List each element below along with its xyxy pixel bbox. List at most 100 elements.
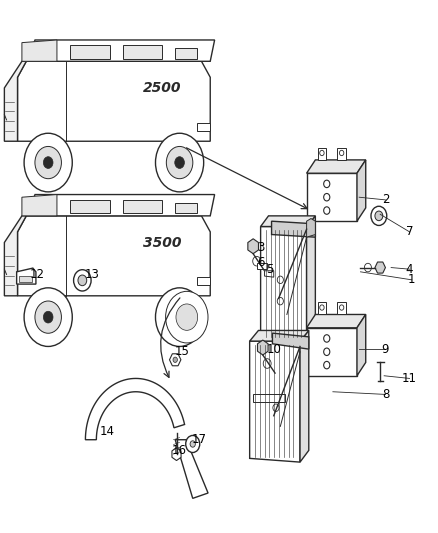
Polygon shape xyxy=(18,61,210,141)
Circle shape xyxy=(324,193,330,201)
Polygon shape xyxy=(258,340,268,355)
Polygon shape xyxy=(307,219,315,237)
Polygon shape xyxy=(265,271,274,277)
Circle shape xyxy=(253,256,261,266)
Polygon shape xyxy=(22,195,57,216)
Polygon shape xyxy=(272,333,309,349)
Text: 16: 16 xyxy=(172,444,187,457)
Bar xyxy=(253,394,285,402)
Polygon shape xyxy=(250,330,309,341)
Text: 10: 10 xyxy=(266,343,281,356)
Circle shape xyxy=(190,441,195,447)
Polygon shape xyxy=(26,40,215,61)
Polygon shape xyxy=(17,268,36,284)
Polygon shape xyxy=(307,173,357,221)
Text: 11: 11 xyxy=(402,372,417,385)
Circle shape xyxy=(277,297,283,305)
Polygon shape xyxy=(257,263,267,269)
Circle shape xyxy=(371,206,387,225)
Circle shape xyxy=(364,263,371,272)
Bar xyxy=(175,48,197,59)
Circle shape xyxy=(324,348,330,356)
Text: 8: 8 xyxy=(382,388,389,401)
Circle shape xyxy=(35,147,61,179)
Polygon shape xyxy=(307,216,315,341)
Circle shape xyxy=(43,311,53,323)
Bar xyxy=(175,203,197,213)
Polygon shape xyxy=(250,341,300,462)
Text: 3500: 3500 xyxy=(143,236,181,249)
Circle shape xyxy=(155,133,204,192)
Bar xyxy=(197,277,210,285)
Polygon shape xyxy=(85,378,184,440)
Text: 6: 6 xyxy=(257,256,265,269)
Text: 15: 15 xyxy=(174,345,189,358)
Text: 13: 13 xyxy=(85,268,99,281)
Text: 14: 14 xyxy=(100,425,115,438)
Polygon shape xyxy=(300,330,309,462)
Text: 4: 4 xyxy=(406,263,413,276)
Text: 17: 17 xyxy=(192,433,207,446)
Bar xyxy=(19,276,32,282)
Polygon shape xyxy=(357,314,366,376)
Text: 1: 1 xyxy=(408,273,416,286)
Circle shape xyxy=(175,157,184,168)
Polygon shape xyxy=(307,314,366,328)
Text: 7: 7 xyxy=(406,225,413,238)
Circle shape xyxy=(176,304,198,330)
Circle shape xyxy=(35,301,61,333)
Circle shape xyxy=(277,276,283,284)
Circle shape xyxy=(43,157,53,168)
Polygon shape xyxy=(22,40,57,61)
Circle shape xyxy=(175,311,184,323)
Polygon shape xyxy=(248,239,258,254)
Text: 12: 12 xyxy=(30,268,45,281)
Polygon shape xyxy=(357,160,366,221)
Polygon shape xyxy=(4,61,26,141)
Polygon shape xyxy=(337,148,346,160)
Circle shape xyxy=(320,305,324,310)
Bar xyxy=(70,200,110,213)
Text: 2500: 2500 xyxy=(143,81,181,95)
Polygon shape xyxy=(307,328,357,376)
Polygon shape xyxy=(172,448,181,461)
Circle shape xyxy=(24,288,72,346)
Circle shape xyxy=(186,435,200,453)
Bar xyxy=(197,123,210,131)
Polygon shape xyxy=(4,216,26,296)
Circle shape xyxy=(166,147,193,179)
Circle shape xyxy=(339,305,344,310)
Bar xyxy=(123,200,162,213)
Polygon shape xyxy=(318,302,326,314)
Circle shape xyxy=(273,404,279,411)
Circle shape xyxy=(263,359,271,368)
Polygon shape xyxy=(170,354,181,366)
Circle shape xyxy=(324,207,330,214)
Text: 3: 3 xyxy=(257,241,264,254)
Circle shape xyxy=(324,180,330,188)
Polygon shape xyxy=(318,148,326,160)
Bar xyxy=(70,45,110,59)
Polygon shape xyxy=(261,216,315,227)
Polygon shape xyxy=(307,160,366,173)
Circle shape xyxy=(375,211,383,221)
Polygon shape xyxy=(18,216,210,296)
Circle shape xyxy=(155,288,204,346)
Circle shape xyxy=(24,133,72,192)
Polygon shape xyxy=(175,440,208,498)
Circle shape xyxy=(74,270,91,291)
Text: 2: 2 xyxy=(381,193,389,206)
Text: 5: 5 xyxy=(266,263,273,276)
Polygon shape xyxy=(26,195,215,216)
Circle shape xyxy=(166,292,208,343)
Circle shape xyxy=(324,335,330,342)
Polygon shape xyxy=(375,262,385,273)
Circle shape xyxy=(339,150,344,156)
Polygon shape xyxy=(272,221,315,237)
Polygon shape xyxy=(337,302,346,314)
Circle shape xyxy=(78,275,87,286)
Polygon shape xyxy=(261,227,307,341)
Circle shape xyxy=(173,357,177,362)
Circle shape xyxy=(320,150,324,156)
Text: 9: 9 xyxy=(381,343,389,356)
